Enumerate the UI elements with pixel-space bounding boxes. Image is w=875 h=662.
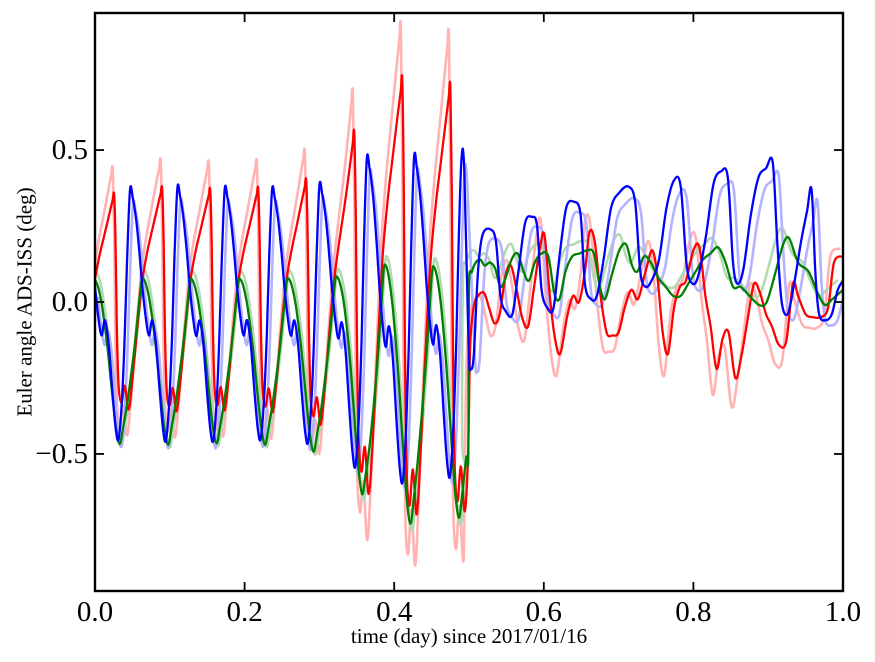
x-tick-label-4: 0.8 <box>675 596 712 628</box>
y-tick-label-2: −0.5 <box>35 437 88 470</box>
x-tick-label-1: 0.2 <box>226 596 263 628</box>
y-axis-title: Euler angle ADS-ISS (deg) <box>12 187 37 417</box>
plot-frame <box>93 11 845 593</box>
y-tick-label-0: 0.5 <box>51 134 88 167</box>
y-tick-label-1: 0.0 <box>51 286 88 318</box>
series-line-red <box>95 74 843 516</box>
x-tick-label-0: 0.0 <box>76 596 114 628</box>
x-tick-label-3: 0.6 <box>525 596 562 628</box>
x-tick-label-5: 1.0 <box>824 596 862 628</box>
series-group <box>95 19 843 567</box>
series-line-blue <box>95 147 843 485</box>
series-line-green <box>95 235 843 525</box>
x-axis-title: time (day) since 2017/01/16 <box>350 624 588 648</box>
x-tick-label-2: 0.4 <box>376 596 413 628</box>
